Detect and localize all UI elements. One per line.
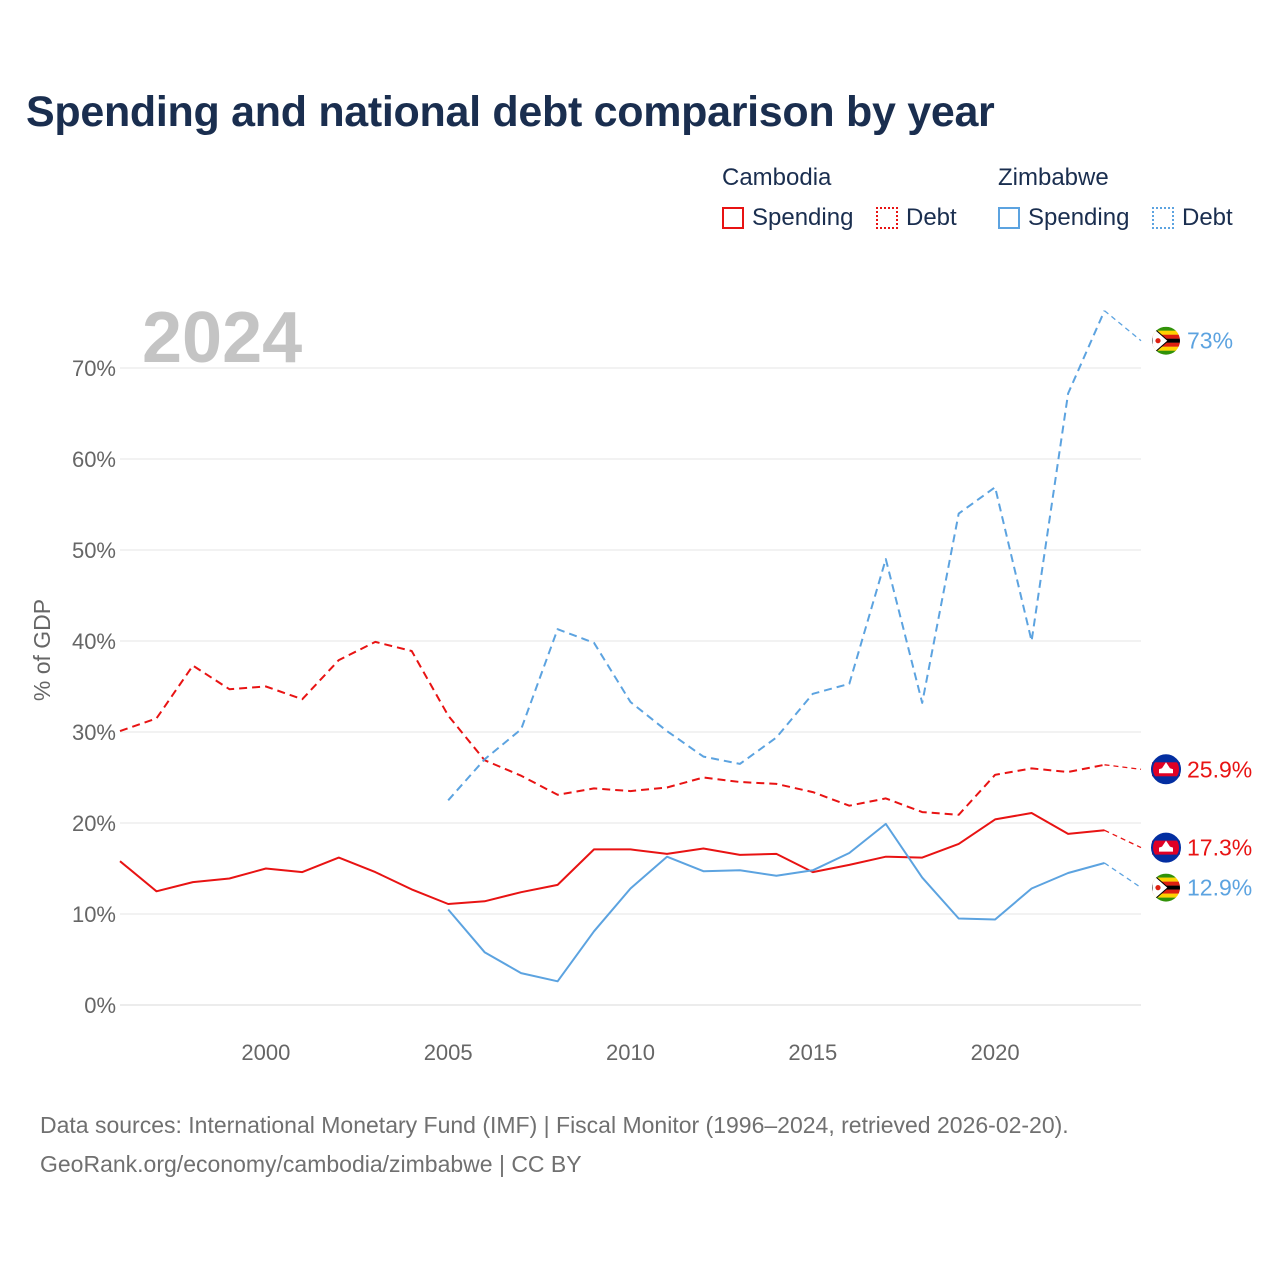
series-end-connector-zimbabwe-debt: [1104, 310, 1142, 342]
y-tick-label: 40%: [72, 629, 116, 654]
series-line-cambodia-debt: [119, 640, 1105, 816]
y-tick-label: 20%: [72, 811, 116, 836]
legend-item-zimbabwe-spending[interactable]: Spending: [998, 204, 1129, 232]
legend-swatch-zimbabwe-debt: [1152, 207, 1174, 229]
end-label-cambodia-debt: 25.9%: [1187, 756, 1252, 782]
chart-title: Spending and national debt comparison by…: [26, 88, 995, 136]
y-axis-ticks: 0% 10% 20% 30% 40% 50% 60% 70%: [72, 356, 116, 1018]
x-tick-label: 2020: [971, 1040, 1020, 1065]
x-tick-label: 2000: [241, 1040, 290, 1065]
series-end-connector-cambodia-debt: [1104, 764, 1142, 770]
zimbabwe-flag-icon: [1152, 873, 1180, 902]
zimbabwe-flag-icon: [1152, 326, 1180, 355]
legend-label-cambodia-spending: Spending: [752, 204, 854, 231]
series-layer: [119, 310, 1142, 983]
end-labels: 25.9% 17.3% 73% 12.9%: [1151, 326, 1252, 902]
source-line-2: GeoRank.org/economy/cambodia/zimbabwe | …: [40, 1151, 582, 1177]
x-axis-ticks: 2000 2005 2010 2015 2020: [241, 1040, 1019, 1065]
y-tick-label: 0%: [84, 993, 116, 1018]
legend-swatch-zimbabwe-spending: [998, 207, 1020, 229]
line-chart: 2024 0% 10% 20% 30% 40% 50% 60% 70% 2000 2005 201…: [29, 298, 1252, 1065]
series-end-connector-zimbabwe-spending: [1104, 862, 1142, 889]
legend-item-cambodia-spending[interactable]: Spending: [722, 204, 853, 232]
legend-label-zimbabwe-debt: Debt: [1182, 204, 1233, 231]
cambodia-flag-icon: [1151, 832, 1181, 863]
legend-label-cambodia-debt: Debt: [906, 204, 957, 231]
cambodia-flag-icon: [1151, 754, 1181, 785]
legend-title-cambodia: Cambodia: [722, 164, 832, 191]
x-tick-label: 2015: [788, 1040, 837, 1065]
x-tick-label: 2005: [424, 1040, 473, 1065]
end-label-zimbabwe-debt: 73%: [1187, 328, 1233, 354]
series-line-cambodia-spending: [119, 812, 1105, 905]
source-note: Data sources: International Monetary Fun…: [40, 1106, 1069, 1184]
end-label-cambodia-spending: 17.3%: [1187, 835, 1252, 861]
legend-item-zimbabwe-debt[interactable]: Debt: [1152, 204, 1233, 232]
series-line-zimbabwe-debt: [447, 310, 1106, 801]
x-tick-label: 2010: [606, 1040, 655, 1065]
y-tick-label: 60%: [72, 447, 116, 472]
source-line-1: Data sources: International Monetary Fun…: [40, 1112, 1069, 1138]
year-watermark: 2024: [142, 298, 302, 378]
legend-title-zimbabwe: Zimbabwe: [998, 164, 1109, 191]
grid-lines: [120, 367, 1141, 1006]
end-label-zimbabwe-spending: 12.9%: [1187, 875, 1252, 901]
series-line-zimbabwe-spending: [447, 822, 1105, 983]
y-tick-label: 70%: [72, 356, 116, 381]
y-axis-label: % of GDP: [29, 599, 55, 701]
legend-swatch-cambodia-spending: [722, 207, 744, 229]
y-tick-label: 30%: [72, 720, 116, 745]
series-end-connector-cambodia-spending: [1104, 829, 1142, 849]
legend-label-zimbabwe-spending: Spending: [1028, 204, 1130, 231]
y-tick-label: 50%: [72, 538, 116, 563]
y-tick-label: 10%: [72, 902, 116, 927]
legend-item-cambodia-debt[interactable]: Debt: [876, 204, 957, 232]
legend-swatch-cambodia-debt: [876, 207, 898, 229]
